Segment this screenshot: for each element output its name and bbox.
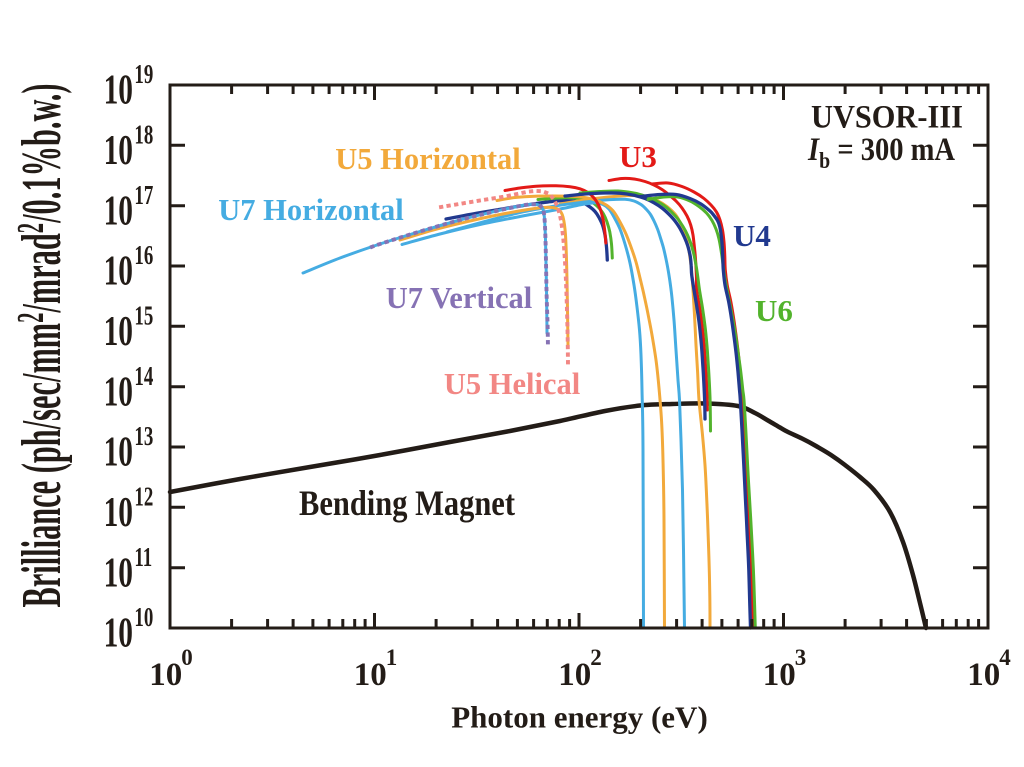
svg-text:U3: U3 <box>619 139 657 174</box>
svg-text:U5 Horizontal: U5 Horizontal <box>335 142 521 176</box>
svg-text:Photon energy (eV): Photon energy (eV) <box>451 700 708 735</box>
svg-text:U4: U4 <box>733 218 771 253</box>
svg-text:U7 Vertical: U7 Vertical <box>386 281 533 315</box>
svg-text:1013: 1013 <box>104 422 154 475</box>
svg-text:U6: U6 <box>755 293 793 328</box>
svg-text:1012: 1012 <box>104 482 154 535</box>
svg-text:U5 Helical: U5 Helical <box>444 367 580 401</box>
svg-text:1011: 1011 <box>104 543 153 596</box>
svg-text:Bending Magnet: Bending Magnet <box>299 483 515 523</box>
svg-text:1010: 1010 <box>104 603 154 656</box>
svg-text:1018: 1018 <box>104 120 154 173</box>
svg-text:Ib = 300 mA: Ib = 300 mA <box>807 131 956 173</box>
svg-text:Brilliance (ph/sec/mm2/mrad2/0: Brilliance (ph/sec/mm2/mrad2/0.1%b.w.) <box>10 83 73 607</box>
svg-text:UVSOR-III: UVSOR-III <box>811 100 963 136</box>
svg-text:U7 Horizontal: U7 Horizontal <box>218 193 404 227</box>
svg-text:1014: 1014 <box>104 362 154 415</box>
